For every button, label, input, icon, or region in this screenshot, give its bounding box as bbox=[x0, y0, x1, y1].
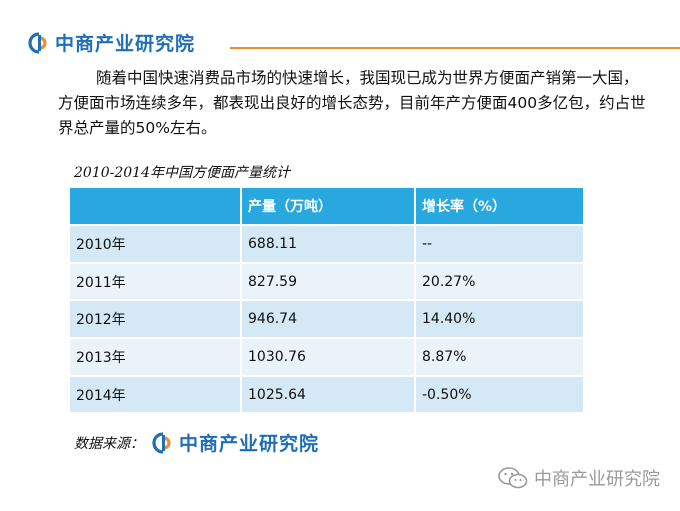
brand-logo-icon bbox=[28, 31, 47, 54]
column-header-year bbox=[68, 186, 242, 226]
cell-year: 2013年 bbox=[68, 337, 242, 377]
table-row: 2014年 1025.64 -0.50% bbox=[68, 374, 585, 415]
cell-output: 1025.64 bbox=[240, 374, 416, 415]
source-label: 数据来源： bbox=[74, 435, 144, 452]
table-row: 2013年 1030.76 8.87% bbox=[68, 337, 585, 377]
cell-output: 1030.76 bbox=[240, 337, 416, 377]
column-header-growth: 增长率（%） bbox=[414, 186, 585, 226]
cell-year: 2012年 bbox=[68, 299, 242, 340]
brand-logo-icon bbox=[152, 431, 171, 454]
cell-output: 827.59 bbox=[240, 261, 416, 302]
cell-year: 2010年 bbox=[68, 224, 242, 264]
table-header-row: 产量（万吨） 增长率（%） bbox=[68, 186, 585, 226]
header-divider bbox=[230, 47, 680, 49]
data-source: 数据来源： 中商产业研究院 bbox=[74, 429, 319, 456]
wechat-icon bbox=[498, 467, 528, 489]
source-brand-text: 中商产业研究院 bbox=[179, 433, 320, 455]
table-caption: 2010-2014年中国方便面产量统计 bbox=[74, 165, 290, 181]
intro-paragraph: 随着中国快速消费品市场的快速增长，我国现已成为世界方便面产销第一大国，方便面市场… bbox=[58, 69, 646, 137]
cell-year: 2011年 bbox=[68, 261, 242, 302]
cell-growth: -- bbox=[414, 224, 585, 264]
cell-output: 946.74 bbox=[240, 299, 416, 340]
cell-year: 2014年 bbox=[68, 374, 242, 415]
cell-growth: 14.40% bbox=[414, 299, 585, 340]
watermark: 中商产业研究院 bbox=[498, 465, 660, 491]
column-header-output: 产量（万吨） bbox=[240, 186, 416, 226]
cell-growth: 8.87% bbox=[414, 337, 585, 377]
cell-growth: -0.50% bbox=[414, 374, 585, 415]
table-row: 2011年 827.59 20.27% bbox=[68, 261, 585, 302]
table-row: 2010年 688.11 -- bbox=[68, 224, 585, 264]
watermark-text: 中商产业研究院 bbox=[534, 469, 660, 490]
cell-growth: 20.27% bbox=[414, 261, 585, 302]
table-row: 2012年 946.74 14.40% bbox=[68, 299, 585, 340]
header-brand-text: 中商产业研究院 bbox=[55, 33, 196, 55]
production-table: 产量（万吨） 增长率（%） 2010年 688.11 -- 2011年 827.… bbox=[68, 186, 585, 415]
cell-output: 688.11 bbox=[240, 224, 416, 264]
header-logo: 中商产业研究院 bbox=[28, 29, 195, 56]
